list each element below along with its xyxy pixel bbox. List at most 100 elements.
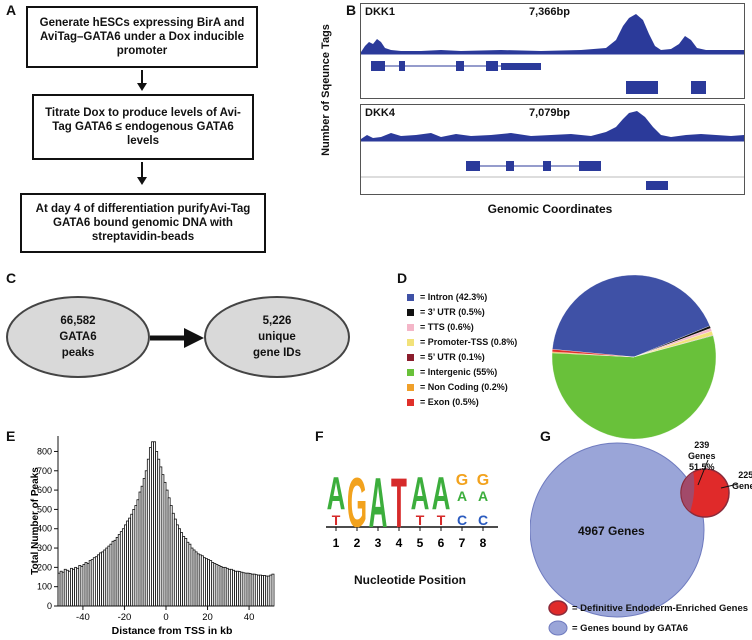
- flow-arrowhead-1: [137, 83, 147, 91]
- pie-legend-label: = TTS (0.6%): [420, 322, 474, 332]
- pie-legend-item: = TTS (0.6%): [407, 322, 474, 332]
- pie-legend-item: = Intron (42.3%): [407, 292, 487, 302]
- flow-step-1: Generate hESCs expressing BirA and AviTa…: [26, 6, 258, 68]
- track-dkk1-exon-2: [399, 61, 405, 71]
- y-tick-label: 800: [37, 446, 52, 456]
- y-tick-label: 700: [37, 466, 52, 476]
- pie-legend-swatch: [407, 368, 414, 376]
- venn-overlap-pct: 51.5%: [688, 462, 715, 472]
- pie-legend-swatch: [407, 308, 414, 316]
- pie-legend-item: = Non Coding (0.2%): [407, 382, 508, 392]
- track-dkk4-peak-1: [646, 181, 668, 190]
- venn-overlap-count: 239: [694, 440, 710, 450]
- y-tick-label: 200: [37, 562, 52, 572]
- pie-slice: [552, 274, 711, 358]
- venn-legend-gata6-label: = Genes bound by GATA6: [572, 622, 689, 634]
- motif-letter-top: G: [477, 472, 489, 489]
- y-tick-label: 300: [37, 543, 52, 553]
- pie-legend-label: = Intron (42.3%): [420, 292, 488, 302]
- track-dkk4-exon-1: [466, 161, 480, 171]
- venn-legend-endoderm: = Definitive Endoderm-Enriched Genes: [548, 600, 748, 616]
- pie-legend-item: = Promoter-TSS (0.8%): [407, 337, 517, 347]
- motif-letter-bottom: T: [332, 512, 341, 528]
- y-axis-label: Total Number of Peaks: [30, 467, 41, 575]
- y-tick-label: 600: [37, 485, 52, 495]
- venn-small-count: 225: [738, 470, 752, 480]
- motif-xlabel: Nucleotide Position: [353, 573, 466, 587]
- c-arrow: [150, 328, 204, 348]
- motif-position: 8: [480, 536, 487, 550]
- pie-legend-label: = Exon (0.5%): [420, 397, 479, 407]
- pie-legend-item: = 3’ UTR (0.5%): [407, 307, 485, 317]
- panel-label-b: B: [346, 2, 357, 18]
- panel-d-legend: = Intron (42.3%) = 3’ UTR (0.5%) = TTS (0.…: [407, 292, 557, 417]
- pie-legend-swatch: [407, 323, 414, 331]
- venn-small-label: 225 Genes: [732, 470, 752, 492]
- track-dkk1-peak-1: [626, 81, 658, 94]
- motif-position: 3: [375, 536, 382, 550]
- gata6-circle: [530, 442, 705, 618]
- track-dkk4-exon-3: [543, 161, 551, 171]
- genes-line2: unique: [258, 331, 296, 343]
- flow-arrow-1: [141, 70, 143, 84]
- pie-legend-label: = Promoter-TSS (0.8%): [420, 337, 518, 347]
- panel-label-a: A: [6, 2, 17, 18]
- motif-letter-mid: A: [478, 488, 488, 504]
- pie-legend-swatch: [407, 293, 414, 301]
- motif-position: 5: [417, 536, 424, 550]
- panel-label-c: C: [6, 270, 17, 286]
- track-dkk4-exon-4: [579, 161, 601, 171]
- pie-legend-label: = Intergenic (55%): [420, 367, 498, 377]
- pie-legend-label: = 5’ UTR (0.1%): [420, 352, 485, 362]
- flow-step-2: Titrate Dox to produce levels of Avi-Tag…: [32, 94, 254, 160]
- track-dkk4-gene: DKK4: [365, 107, 395, 119]
- x-tick-label: -20: [118, 612, 132, 623]
- flow-step-3: At day 4 of differentiation purifyAvi-Ta…: [20, 193, 266, 253]
- annotation-pie-chart: [551, 274, 717, 440]
- track-dkk1-exon-5: [501, 63, 541, 70]
- track-dkk1-coverage: [361, 14, 744, 54]
- y-tick-label: 100: [37, 582, 52, 592]
- tss-histogram: 0 100 200 300 400 500 600 700 800 -40 -20 0 20 40 Dist…: [30, 436, 275, 637]
- track-dkk4-coverage: [361, 111, 744, 141]
- motif-letter-top: T: [391, 465, 407, 543]
- peaks-line2: GATA6: [59, 331, 97, 343]
- venn-big-label: 4967 Genes: [578, 524, 645, 538]
- flow-arrow-2: [141, 162, 143, 178]
- track-dkk1-peak-2: [691, 81, 706, 94]
- venn-overlap-label: 239 Genes 51.5%: [688, 440, 716, 473]
- peaks-count: 66,582: [60, 315, 96, 327]
- motif-position: 7: [459, 536, 466, 550]
- motif-letter-top: A: [411, 468, 430, 520]
- genes-ellipse: 5,226 unique gene IDs: [204, 296, 350, 378]
- pie-legend-swatch: [407, 353, 414, 361]
- peaks-ellipse: 66,582 GATA6 peaks: [6, 296, 150, 378]
- venn-legend-endoderm-label: = Definitive Endoderm-Enriched Genes: [572, 602, 749, 614]
- motif-letter-bottom: C: [478, 512, 488, 528]
- panel-b-ylabel: Number of Sqeunce Tags: [320, 24, 332, 156]
- pie-slice: [552, 349, 635, 358]
- track-dkk1-plot: [361, 14, 744, 94]
- x-axis-label: Distance from TSS in kb: [112, 625, 233, 637]
- pie-legend-label: = Non Coding (0.2%): [420, 382, 508, 392]
- motif-letter-bottom: T: [437, 512, 446, 528]
- pie-legend-item: = Intergenic (55%): [407, 367, 497, 377]
- motif-letter-top: A: [327, 468, 346, 520]
- pie-legend-label: = 3’ UTR (0.5%): [420, 307, 485, 317]
- motif-letter-top: G: [456, 472, 468, 489]
- motif-position: 1: [333, 536, 340, 550]
- motif-position: 6: [438, 536, 445, 550]
- panel-label-f: F: [315, 428, 324, 444]
- x-tick-label: 0: [163, 612, 168, 623]
- pie-legend-swatch: [407, 338, 414, 346]
- pie-legend-item: = 5’ UTR (0.1%): [407, 352, 485, 362]
- pie-legend-swatch: [407, 383, 414, 391]
- pie-legend-item: = Exon (0.5%): [407, 397, 479, 407]
- overlap-region: [681, 472, 695, 512]
- genes-count: 5,226: [262, 315, 292, 327]
- panel-b-xlabel: Genomic Coordinates: [487, 202, 613, 216]
- track-dkk4-exon-2: [506, 161, 514, 171]
- track-dkk4-plot: [361, 111, 744, 190]
- venn-small-word: Genes: [732, 481, 752, 491]
- motif-position: 4: [396, 536, 403, 550]
